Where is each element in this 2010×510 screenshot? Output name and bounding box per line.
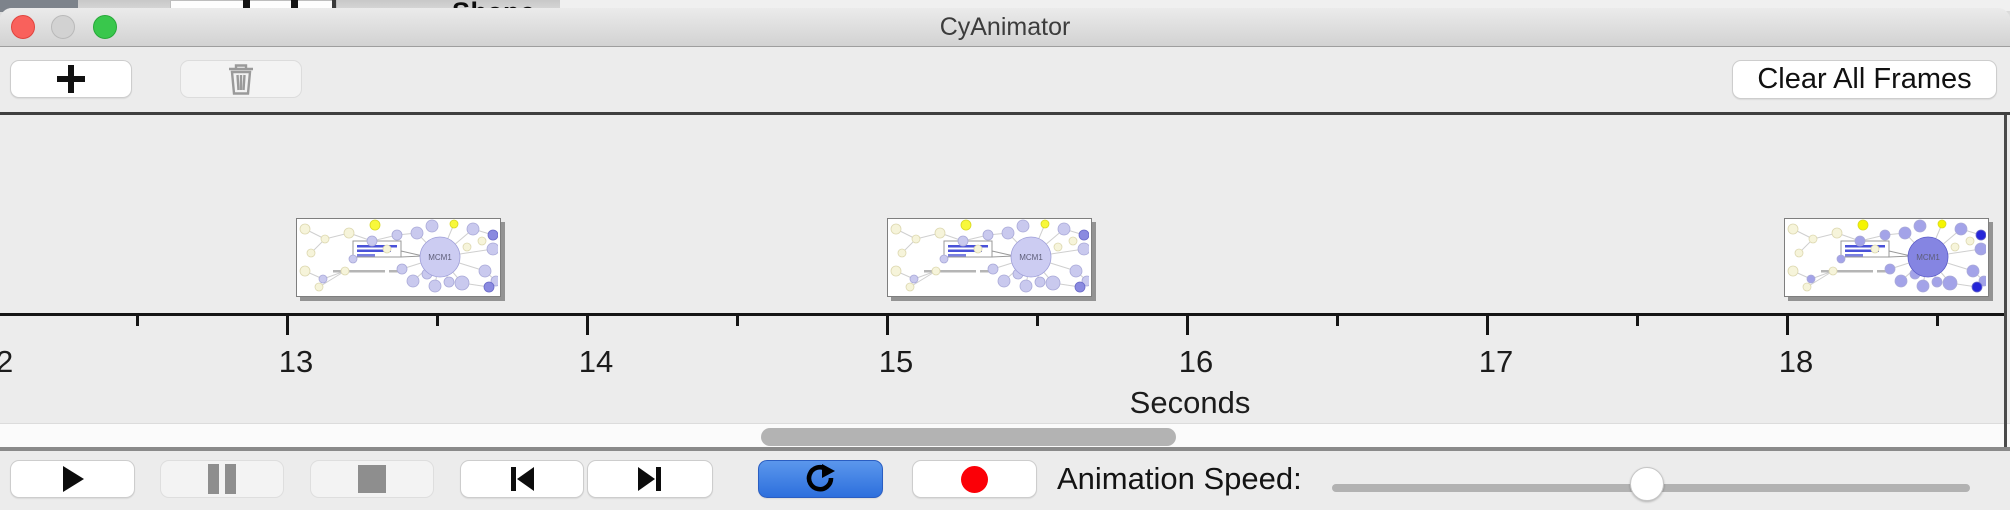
ruler-tick bbox=[885, 316, 889, 335]
timeline-axis bbox=[0, 313, 2004, 316]
ruler-tick bbox=[1185, 316, 1189, 335]
cyanimator-window: CyAnimator bbox=[0, 8, 2010, 510]
ruler-tick-label: 12 bbox=[0, 344, 13, 380]
frame-node-label: MCM1 bbox=[1916, 253, 1940, 262]
background-fragment bbox=[291, 0, 298, 11]
frame-thumbnail: MCM1 bbox=[890, 219, 1089, 293]
minimize-button[interactable] bbox=[51, 15, 75, 39]
ruler-tick bbox=[1785, 316, 1789, 335]
speed-slider-thumb[interactable] bbox=[1630, 467, 1665, 501]
delete-frame-button[interactable] bbox=[180, 60, 302, 98]
stop-button[interactable] bbox=[310, 460, 434, 498]
ruler-tick bbox=[1485, 316, 1489, 335]
pause-icon bbox=[208, 464, 236, 494]
plus-icon bbox=[57, 65, 85, 93]
separator bbox=[0, 447, 2010, 451]
ruler-tick-label: 17 bbox=[1478, 344, 1514, 379]
skip-forward-icon bbox=[638, 467, 661, 491]
background-fragment bbox=[332, 0, 336, 9]
scrollbar-thumb[interactable] bbox=[761, 428, 1176, 446]
timeline-panel[interactable]: MCM1 bbox=[0, 112, 2010, 450]
playback-controls: Animation Speed: bbox=[0, 451, 2010, 510]
frame-node-label: MCM1 bbox=[1019, 253, 1043, 262]
zoom-button[interactable] bbox=[93, 15, 117, 39]
skip-back-icon bbox=[511, 467, 534, 491]
skip-to-start-button[interactable] bbox=[460, 460, 584, 498]
animation-speed-label: Animation Speed: bbox=[1057, 461, 1302, 496]
stop-icon bbox=[358, 465, 386, 493]
ruler-tick-label: 15 bbox=[878, 344, 914, 379]
ruler-tick-label: 16 bbox=[1178, 344, 1214, 379]
ruler-tick bbox=[285, 316, 289, 335]
axis-unit-label: Seconds bbox=[1129, 385, 1251, 420]
ruler-tick bbox=[435, 316, 439, 326]
timeline-frame[interactable]: MCM1 bbox=[887, 218, 1092, 297]
horizontal-scrollbar[interactable] bbox=[0, 423, 2010, 450]
timeline-frame[interactable]: MCM1 bbox=[1784, 218, 1989, 297]
ruler-tick bbox=[1935, 316, 1939, 326]
background-fragment bbox=[243, 0, 250, 11]
window-title: CyAnimator bbox=[939, 13, 1071, 41]
close-button[interactable] bbox=[11, 15, 35, 39]
top-toolbar: Clear All Frames bbox=[0, 47, 2010, 112]
ruler-tick bbox=[1035, 316, 1039, 326]
timeline-frame[interactable]: MCM1 bbox=[296, 218, 501, 297]
play-icon bbox=[62, 466, 84, 492]
background-fragment bbox=[560, 0, 2010, 11]
add-frame-button[interactable] bbox=[10, 60, 132, 98]
record-button[interactable] bbox=[912, 460, 1037, 498]
ruler-tick-label: 14 bbox=[578, 344, 614, 379]
ruler-tick bbox=[1335, 316, 1339, 326]
clear-all-frames-button[interactable]: Clear All Frames bbox=[1732, 60, 1997, 99]
frame-node-label: MCM1 bbox=[428, 253, 452, 262]
titlebar: CyAnimator bbox=[0, 8, 2010, 47]
ruler-tick bbox=[1635, 316, 1639, 326]
ruler-tick bbox=[135, 316, 139, 326]
ruler-tick bbox=[585, 316, 589, 335]
ruler-tick-label: 18 bbox=[1778, 344, 1814, 379]
ruler-tick bbox=[735, 316, 739, 326]
record-icon bbox=[961, 465, 988, 493]
skip-to-end-button[interactable] bbox=[587, 460, 713, 498]
frame-thumbnail: MCM1 bbox=[299, 219, 498, 293]
frame-thumbnail: MCM1 bbox=[1787, 219, 1986, 293]
trash-icon bbox=[229, 64, 253, 95]
ruler-tick-label: 13 bbox=[278, 344, 314, 379]
panel-right-border bbox=[2004, 115, 2007, 450]
loop-button[interactable] bbox=[758, 460, 883, 498]
loop-icon bbox=[806, 464, 835, 492]
play-button[interactable] bbox=[10, 460, 135, 498]
pause-button[interactable] bbox=[160, 460, 284, 498]
